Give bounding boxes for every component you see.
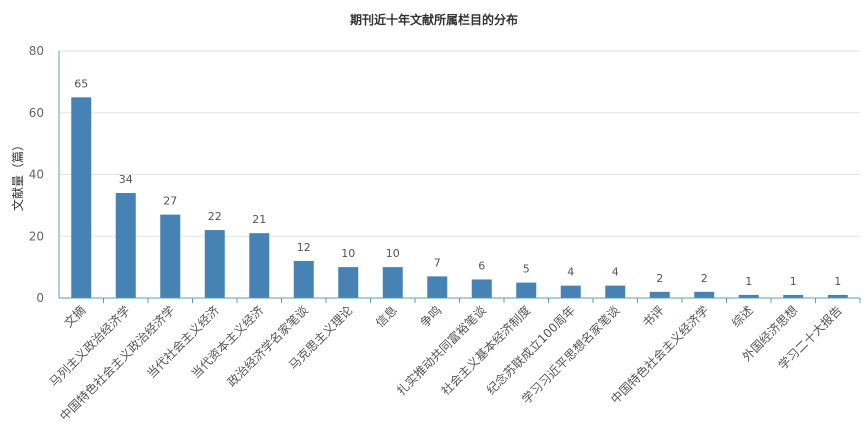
data-label: 22 bbox=[208, 210, 222, 223]
bar bbox=[293, 260, 314, 298]
x-tick-label: 争鸣 bbox=[417, 303, 445, 331]
x-tick-label: 信息 bbox=[372, 303, 400, 331]
bar bbox=[605, 285, 626, 298]
y-tick-label: 20 bbox=[29, 229, 44, 243]
y-tick-label: 40 bbox=[29, 168, 44, 182]
data-label: 6 bbox=[478, 259, 485, 272]
data-label: 4 bbox=[612, 266, 619, 279]
data-label: 1 bbox=[745, 275, 752, 288]
bar bbox=[71, 97, 92, 298]
data-label: 7 bbox=[434, 256, 441, 269]
bar bbox=[115, 193, 136, 298]
x-axis-labels: 文摘马列主义政治经济学中国特色社会主义政治经济学当代社会主义经济当代资本主义经济… bbox=[46, 303, 845, 424]
data-label: 10 bbox=[386, 247, 400, 260]
bar bbox=[560, 285, 581, 298]
y-tick-label: 60 bbox=[29, 106, 44, 120]
bar bbox=[738, 294, 759, 298]
bar bbox=[204, 230, 225, 298]
data-label: 12 bbox=[297, 241, 311, 254]
data-label: 65 bbox=[74, 77, 88, 90]
x-tick-label: 文摘 bbox=[61, 303, 89, 331]
bars bbox=[71, 97, 848, 298]
data-label: 27 bbox=[163, 195, 177, 208]
bar bbox=[471, 279, 492, 298]
x-tick-label: 纪念苏联成立100周年 bbox=[483, 303, 578, 398]
bar bbox=[649, 291, 670, 298]
y-tick-label: 80 bbox=[29, 44, 44, 58]
data-label: 10 bbox=[341, 247, 355, 260]
bar bbox=[783, 294, 804, 298]
bar bbox=[382, 267, 403, 298]
x-tick-label: 扎实推动共同富裕笔谈 bbox=[393, 303, 488, 398]
bar bbox=[338, 267, 359, 298]
data-label: 1 bbox=[790, 275, 797, 288]
bar bbox=[427, 276, 448, 298]
x-tick-label: 马列主义政治经济学 bbox=[46, 303, 133, 390]
data-label: 2 bbox=[701, 272, 708, 285]
x-tick-label: 综述 bbox=[729, 303, 756, 330]
y-axis-label: 文献量（篇） bbox=[10, 139, 25, 211]
data-label: 2 bbox=[656, 272, 663, 285]
y-axis-ticks: 0 20 40 60 80 bbox=[29, 44, 44, 305]
bar bbox=[694, 291, 715, 298]
axes bbox=[58, 51, 861, 303]
y-tick-label: 0 bbox=[36, 291, 44, 305]
bar bbox=[160, 214, 181, 298]
data-label: 5 bbox=[523, 263, 530, 276]
grid-lines bbox=[59, 50, 860, 237]
x-tick-label: 书评 bbox=[640, 303, 667, 330]
x-tick-label: 社会主义基本经济制度 bbox=[438, 303, 533, 398]
data-label: 34 bbox=[119, 173, 133, 186]
bar bbox=[516, 282, 537, 298]
chart-title: 期刊近十年文献所属栏目的分布 bbox=[350, 12, 518, 27]
x-tick-label: 政治经济学名家笔谈 bbox=[224, 303, 311, 390]
data-label: 1 bbox=[834, 275, 841, 288]
bar bbox=[249, 233, 270, 298]
bar bbox=[827, 294, 848, 298]
data-label: 21 bbox=[252, 213, 266, 226]
data-label: 4 bbox=[567, 266, 574, 279]
